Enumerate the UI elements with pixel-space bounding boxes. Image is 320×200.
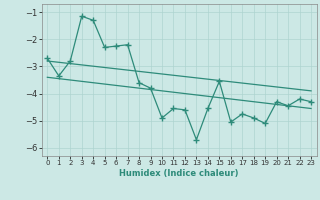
X-axis label: Humidex (Indice chaleur): Humidex (Indice chaleur) bbox=[119, 169, 239, 178]
